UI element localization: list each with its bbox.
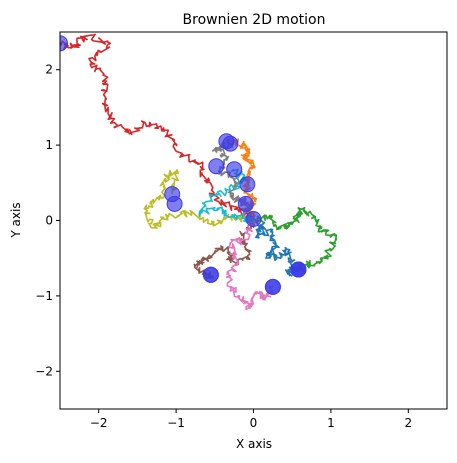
chart-title: Brownien 2D motion xyxy=(183,12,326,28)
particle-marker xyxy=(203,267,218,282)
particle-marker xyxy=(246,212,261,227)
particle-marker xyxy=(167,196,182,211)
x-tick-label: 0 xyxy=(250,416,258,430)
x-axis-label: X axis xyxy=(236,437,272,451)
particle-marker xyxy=(238,196,253,211)
y-tick-label: −1 xyxy=(35,289,53,303)
series-line-4 xyxy=(58,34,253,220)
x-tick-label: −1 xyxy=(167,416,185,430)
x-tick-label: 2 xyxy=(404,416,412,430)
x-axis-ticks: −2 −1 0 1 2 xyxy=(90,409,412,430)
series-line-6 xyxy=(194,219,254,278)
particle-marker xyxy=(227,162,242,177)
y-axis-ticks: −2 −1 0 1 2 xyxy=(35,63,60,379)
x-tick-label: −2 xyxy=(90,416,108,430)
series-line-7 xyxy=(226,219,273,310)
y-tick-label: 2 xyxy=(45,63,53,77)
y-tick-label: 0 xyxy=(45,214,53,228)
y-tick-label: −2 xyxy=(35,364,53,378)
particle-marker xyxy=(223,136,238,151)
series-line-3 xyxy=(253,208,337,272)
particle-marker xyxy=(209,159,224,174)
x-tick-label: 1 xyxy=(327,416,335,430)
particle-marker xyxy=(265,279,280,294)
y-tick-label: 1 xyxy=(45,138,53,152)
y-axis-label: Y axis xyxy=(9,202,23,238)
particle-marker xyxy=(291,262,306,277)
particle-marker xyxy=(240,177,255,192)
